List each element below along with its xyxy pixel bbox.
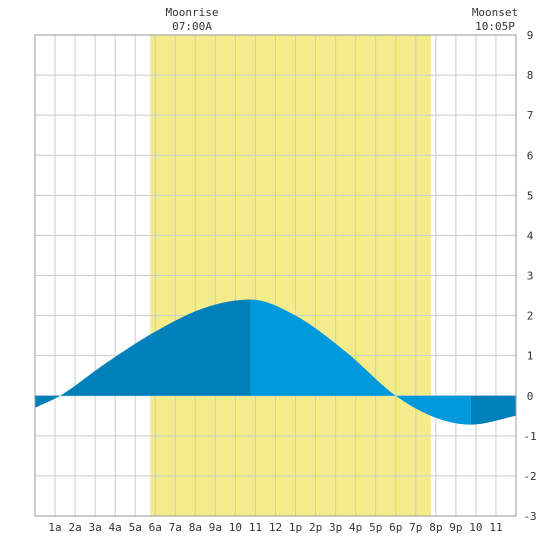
y-tick-label: -2: [523, 470, 536, 483]
x-tick-label: 7p: [409, 521, 422, 534]
x-tick-label: 1a: [48, 521, 61, 534]
x-tick-label: 4p: [349, 521, 362, 534]
x-tick-label: 6a: [149, 521, 162, 534]
y-tick-label: 4: [527, 229, 534, 242]
x-tick-label: 11: [249, 521, 262, 534]
moonrise-label: Moonrise: [166, 6, 219, 19]
x-tick-label: 6p: [389, 521, 402, 534]
x-tick-label: 8a: [189, 521, 202, 534]
tide-area-falling: [250, 299, 471, 425]
moonset-label: Moonset: [472, 6, 518, 19]
x-tick-label: 10: [469, 521, 482, 534]
y-tick-label: 9: [527, 29, 534, 42]
x-tick-label: 7a: [169, 521, 182, 534]
x-tick-label: 1p: [289, 521, 302, 534]
x-tick-label: 3p: [329, 521, 342, 534]
x-tick-label: 5p: [369, 521, 382, 534]
moonset-time: 10:05P: [475, 20, 515, 33]
y-tick-label: 8: [527, 69, 534, 82]
x-tick-label: 11: [489, 521, 502, 534]
y-tick-label: -1: [523, 430, 536, 443]
x-tick-label: 2a: [68, 521, 81, 534]
x-tick-label: 4a: [109, 521, 122, 534]
x-tick-label: 10: [229, 521, 242, 534]
y-tick-label: 0: [527, 390, 534, 403]
y-tick-label: 7: [527, 109, 534, 122]
x-tick-label: 3a: [89, 521, 102, 534]
x-tick-label: 9p: [449, 521, 462, 534]
tide-area-rising: [470, 395, 516, 425]
y-tick-label: 3: [527, 270, 534, 283]
y-tick-label: 5: [527, 189, 534, 202]
y-tick-label: -3: [523, 510, 536, 523]
x-tick-label: 2p: [309, 521, 322, 534]
x-tick-label: 9a: [209, 521, 222, 534]
moonrise-time: 07:00A: [172, 20, 212, 33]
y-tick-label: 1: [527, 350, 534, 363]
y-tick-label: 2: [527, 310, 534, 323]
x-tick-label: 8p: [429, 521, 442, 534]
tide-area-rising: [35, 299, 251, 408]
y-tick-label: 6: [527, 149, 534, 162]
x-tick-label: 12: [269, 521, 282, 534]
plot-border: [34, 34, 517, 517]
x-tick-label: 5a: [129, 521, 142, 534]
